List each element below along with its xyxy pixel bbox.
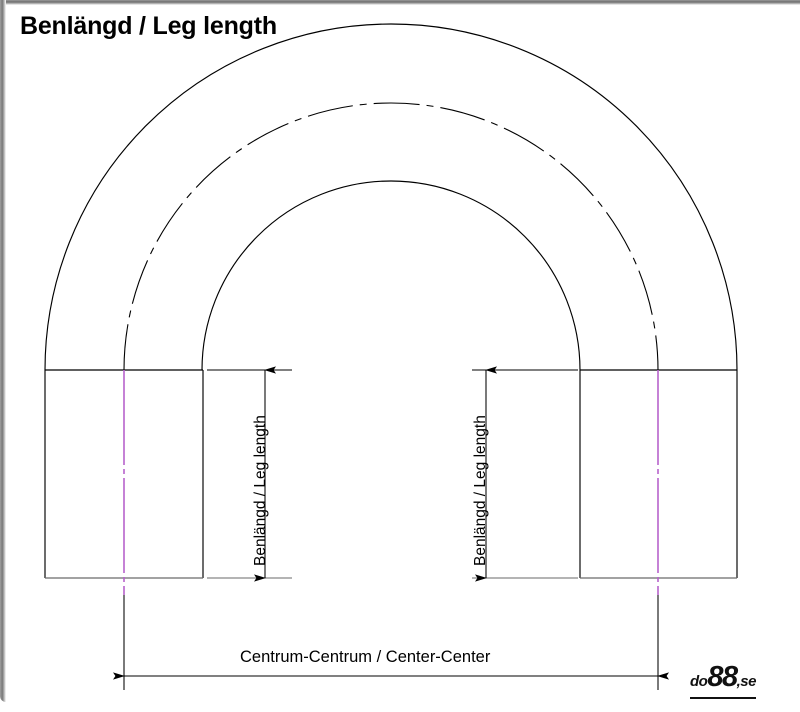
logo-number: 88 (707, 661, 738, 693)
page-border-top (0, 0, 800, 5)
hose-outline (44, 23, 738, 579)
do88-logo: do 88 ,se (690, 661, 757, 699)
leg-length-label-right: Benlängd / Leg length (472, 415, 489, 566)
inner-bend-arc (201, 180, 581, 371)
page-title: Benlängd / Leg length (20, 12, 277, 40)
centerlines (123, 102, 659, 595)
logo-prefix: do (690, 673, 708, 690)
page-border-left (0, 0, 6, 702)
center-center-dimension (113, 595, 669, 690)
bend-centerline-arc (123, 102, 659, 371)
center-center-dimension-label: Centrum-Centrum / Center-Center (240, 648, 491, 666)
leg-length-label-left: Benlängd / Leg length (252, 415, 269, 566)
outer-bend-arc (44, 23, 738, 371)
logo-suffix: ,se (736, 673, 757, 690)
leg-length-dimension-left (207, 366, 292, 582)
leg-length-dimension-right (472, 366, 578, 582)
